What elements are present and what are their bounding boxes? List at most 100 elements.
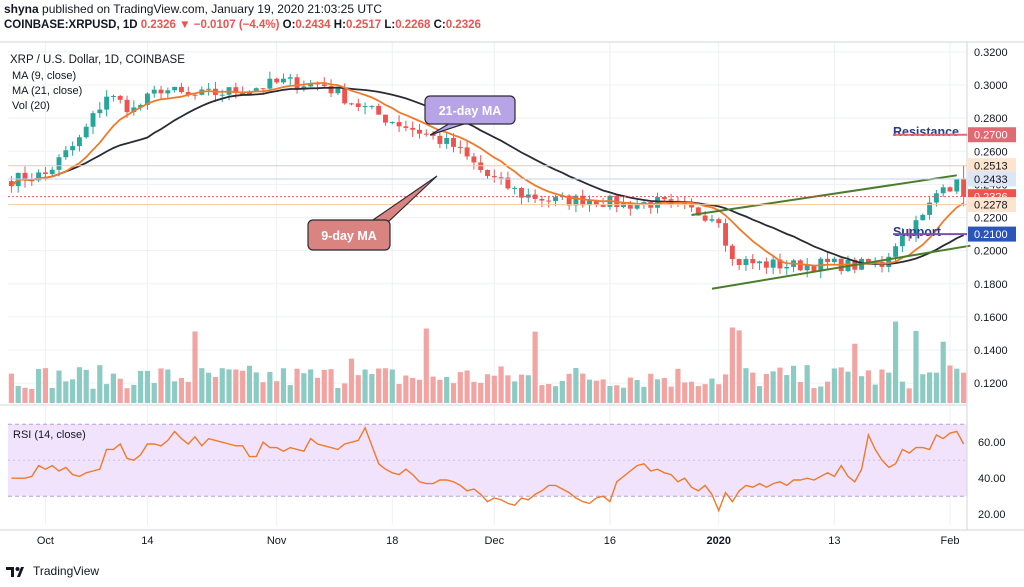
candle-109 — [750, 254, 756, 270]
open-price-tag: 0.2433 — [974, 174, 1008, 186]
candle-115 — [791, 258, 797, 273]
price-tick-1: 0.1400 — [974, 345, 1008, 357]
candle-body-39 — [274, 78, 280, 83]
candle-body-106 — [729, 245, 735, 260]
candle-104 — [716, 217, 722, 228]
candle-body-15 — [110, 95, 116, 97]
volume-bar-136 — [933, 372, 939, 403]
rsi-tick-2: 60.00 — [978, 437, 1006, 449]
volume-bar-108 — [743, 368, 749, 403]
candle-body-47 — [328, 86, 334, 94]
candle-body-44 — [308, 83, 314, 87]
candle-body-34 — [240, 93, 246, 95]
volume-bar-62 — [430, 376, 436, 403]
candle-51 — [355, 98, 361, 112]
volume-bar-81 — [559, 380, 565, 403]
volume-bar-104 — [716, 384, 722, 403]
volume-bar-88 — [607, 385, 613, 403]
price-tick-9: 0.3000 — [974, 80, 1008, 92]
candle-72 — [498, 171, 504, 185]
volume-bar-67 — [464, 370, 470, 403]
candle-body-138 — [947, 187, 953, 192]
candle-body-113 — [777, 259, 783, 269]
candle-body-120 — [825, 258, 831, 263]
candle-body-101 — [695, 207, 701, 216]
volume-bar-91 — [627, 377, 633, 403]
high-price-tag-bg — [968, 158, 1016, 174]
time-tick-7: 13 — [828, 535, 840, 547]
candle-116 — [797, 259, 803, 272]
candle-133 — [913, 215, 919, 242]
candle-body-140 — [961, 178, 967, 197]
candle-body-111 — [763, 261, 769, 268]
volume-bar-122 — [838, 367, 844, 403]
candle-9 — [70, 141, 76, 156]
volume-bar-79 — [546, 383, 552, 403]
candle-140 — [961, 165, 967, 207]
candle-body-85 — [587, 200, 592, 206]
candle-body-22 — [158, 89, 164, 94]
ma9-callout-text: 9-day MA — [321, 229, 377, 243]
candle-body-78 — [539, 198, 545, 201]
volume-bar-27 — [192, 331, 198, 403]
chart-title: XRP / U.S. Dollar, 1D, COINBASE — [10, 54, 185, 66]
candle-2 — [22, 166, 28, 188]
time-tick-8: Feb — [941, 535, 960, 547]
candle-103 — [709, 214, 715, 223]
price-tick-0: 0.1200 — [974, 378, 1008, 390]
volume-bar-2 — [22, 387, 28, 403]
candle-87 — [600, 198, 606, 207]
candle-body-70 — [485, 169, 490, 177]
candle-body-63 — [437, 135, 443, 144]
volume-bar-96 — [661, 378, 667, 403]
candle-body-103 — [709, 219, 715, 221]
volume-bar-7 — [56, 370, 62, 403]
last-price: 0.2326 — [140, 19, 176, 31]
volume-bar-58 — [403, 375, 409, 403]
legend-vol: Vol (20) — [12, 100, 50, 112]
candle-body-80 — [553, 197, 558, 202]
candle-body-72 — [498, 177, 504, 179]
volume-bar-8 — [63, 381, 69, 403]
volume-bar-82 — [566, 373, 572, 403]
volume-bar-64 — [444, 377, 450, 403]
volume-bar-85 — [586, 379, 593, 403]
candle-6 — [49, 166, 55, 176]
candle-25 — [178, 82, 184, 94]
candle-32 — [226, 87, 232, 101]
volume-bar-51 — [355, 375, 361, 403]
volume-bar-43 — [301, 373, 307, 403]
price-tick-4: 0.2000 — [974, 246, 1008, 258]
candle-body-109 — [750, 259, 756, 264]
volume-bars — [8, 321, 967, 403]
volume-bar-48 — [335, 387, 341, 403]
candle-body-118 — [811, 265, 817, 272]
candle-16 — [117, 94, 123, 104]
volume-bar-66 — [457, 372, 463, 403]
candle-106 — [729, 243, 735, 266]
volume-bar-40 — [280, 368, 287, 403]
candle-75 — [519, 187, 524, 205]
candle-body-77 — [532, 194, 538, 199]
volume-bar-124 — [852, 343, 858, 403]
candle-body-110 — [757, 261, 763, 264]
volume-bar-22 — [158, 368, 164, 403]
candle-body-18 — [131, 107, 137, 113]
candle-73 — [505, 171, 511, 190]
candle-70 — [485, 169, 490, 179]
candle-body-134 — [920, 214, 926, 221]
candle-body-75 — [519, 187, 524, 198]
volume-bar-135 — [927, 372, 933, 403]
volume-bar-54 — [376, 368, 382, 403]
volume-bar-98 — [675, 368, 681, 403]
support-label: Support — [893, 225, 942, 239]
candle-body-55 — [383, 114, 388, 123]
candle-77 — [532, 189, 538, 203]
candle-14 — [104, 90, 110, 117]
legend-ma9: MA (9, close) — [12, 70, 76, 82]
candle-body-66 — [457, 146, 463, 148]
volume-bar-87 — [600, 379, 606, 403]
volume-bar-138 — [947, 365, 953, 403]
candle-body-7 — [56, 157, 62, 170]
